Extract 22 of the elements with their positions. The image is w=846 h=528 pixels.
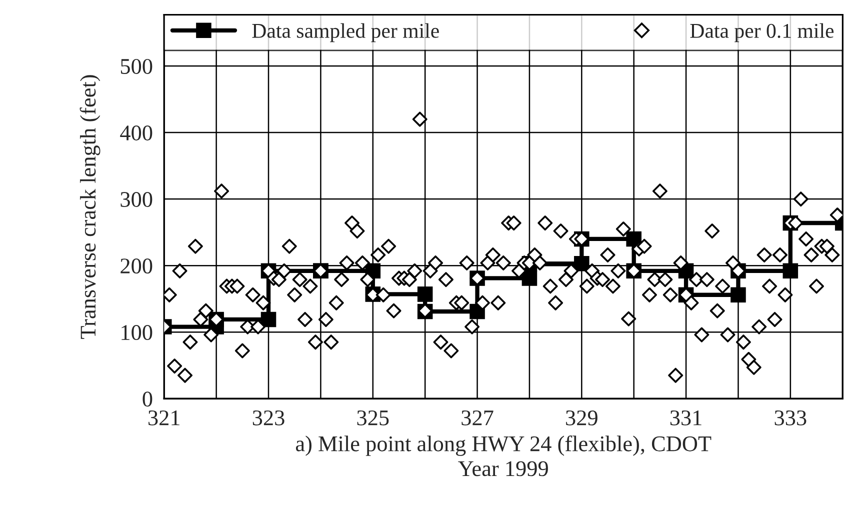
y-axis-title: Transverse crack length (feet)	[80, 75, 100, 339]
y-tick-label: 400	[120, 125, 152, 140]
x-tick-label: 333	[774, 410, 806, 426]
legend-label: Data sampled per mile	[252, 23, 439, 42]
y-tick-label: 200	[120, 258, 152, 274]
x-tick-label: 327	[462, 410, 494, 426]
point	[782, 263, 798, 279]
x-axis-title: a) Mile point along HWY 24 (flexible), CDOT Year 1999	[296, 435, 712, 476]
x-tick-label: 331	[670, 410, 702, 426]
x-tick-label: 329	[566, 410, 598, 426]
point	[260, 312, 276, 328]
y-tick-label: 0	[142, 392, 152, 407]
y-tick-label: 300	[120, 192, 152, 207]
legend-label: Data per 0.1 mile	[690, 23, 834, 42]
x-tick-label: 325	[357, 410, 389, 426]
x-tick-label: 323	[252, 410, 284, 426]
point	[417, 286, 433, 302]
point	[730, 287, 746, 302]
y-tick-label: 100	[122, 325, 152, 340]
x-tick-label: 321	[148, 410, 180, 426]
y-tick-label: 500	[120, 58, 152, 74]
point	[522, 270, 538, 286]
